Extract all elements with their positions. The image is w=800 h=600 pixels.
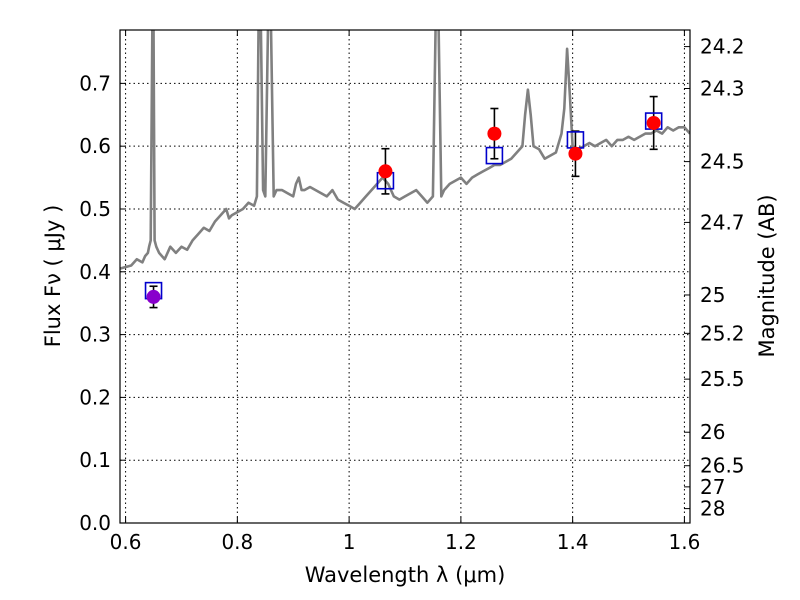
observed-point	[487, 126, 502, 141]
mag-tick-label: 25	[700, 283, 725, 307]
axis-ticks: 0.6 0.8 1 1.2 1.4 1.6 0.0 0.1 0.2 0.3 0.4 0.5 0.6 0.7…	[79, 30, 745, 554]
mag-tick-label: 27	[700, 475, 725, 499]
mag-tick-label: 26.5	[700, 454, 745, 478]
plot-frame	[119, 29, 691, 524]
y-tick-label: 0.2	[79, 385, 111, 409]
y-tick-label: 0.6	[79, 134, 111, 158]
y-tick-label: 0.4	[79, 260, 111, 284]
x-tick-label: 1.4	[557, 530, 589, 554]
x-tick-label: 0.6	[110, 530, 142, 554]
y-tick-label: 0.5	[79, 197, 111, 221]
observed-point	[568, 146, 583, 161]
y-tick-label: 0.7	[79, 71, 111, 95]
mag-tick-label: 26	[700, 420, 725, 444]
y-tick-label: 0.3	[79, 323, 111, 347]
y2-axis-title: Magnitude (AB)	[755, 194, 779, 357]
model-square	[485, 146, 504, 165]
mag-tick-label: 25.2	[700, 321, 745, 345]
mag-tick-label: 24.3	[700, 77, 745, 101]
mag-tick-label: 28	[700, 497, 725, 521]
data-points	[144, 95, 663, 309]
mag-tick-label: 24.7	[700, 210, 745, 234]
y-axis-title: Flux Fν ( μJy )	[41, 205, 65, 348]
observed-point	[146, 289, 161, 304]
y-tick-label: 0.0	[79, 511, 111, 535]
x-tick-label: 0.8	[221, 530, 253, 554]
x-tick-label: 1.6	[669, 530, 701, 554]
mag-tick-label: 25.5	[700, 367, 745, 391]
mag-tick-label: 24.2	[700, 35, 745, 59]
y-tick-label: 0.1	[79, 448, 111, 472]
x-axis-title: Wavelength λ (μm)	[305, 563, 506, 587]
spectrum-layer	[120, 30, 690, 270]
observed-point	[378, 164, 393, 179]
grid	[120, 30, 690, 524]
x-tick-label: 1	[343, 530, 356, 554]
spectrum-line	[120, 30, 690, 270]
mag-tick-label: 24.5	[700, 150, 745, 174]
observed-point	[646, 115, 661, 130]
x-tick-label: 1.2	[445, 530, 477, 554]
